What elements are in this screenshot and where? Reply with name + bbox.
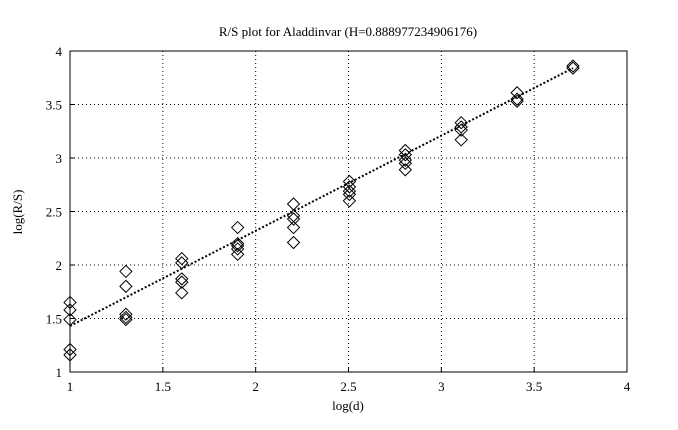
x-tick-label: 1.5: [155, 379, 171, 394]
diamond-marker: [63, 348, 77, 362]
diamond-marker: [63, 303, 77, 317]
x-tick-label: 3: [438, 379, 445, 394]
diamond-marker: [175, 256, 189, 270]
diamond-marker: [230, 242, 245, 256]
diamond-marker: [286, 220, 301, 235]
diamond-marker: [286, 209, 301, 223]
y-tick-label: 2: [56, 258, 63, 273]
diamond-marker: [566, 61, 580, 75]
diamond-marker: [286, 212, 301, 226]
y-tick-label: 1: [56, 365, 63, 380]
diamond-marker: [398, 156, 413, 171]
diamond-marker: [175, 251, 189, 266]
diamond-marker: [342, 194, 357, 208]
diamond-marker: [342, 184, 357, 198]
diamond-marker: [230, 247, 245, 262]
diamond-marker: [63, 342, 77, 357]
diamond-marker: [175, 275, 189, 289]
x-tick-label: 1: [67, 379, 74, 394]
diamond-marker: [454, 115, 468, 130]
diamond-marker: [63, 295, 77, 310]
y-tick-label: 2.5: [46, 205, 62, 220]
x-tick-label: 3.5: [526, 379, 542, 394]
y-tick-label: 4: [56, 44, 63, 59]
diamond-marker: [230, 220, 245, 235]
diamond-marker: [230, 239, 245, 253]
fit-line: [69, 67, 574, 327]
diamond-marker: [398, 143, 413, 158]
diamond-marker: [454, 133, 468, 147]
diamond-marker: [119, 264, 133, 279]
diamond-marker: [175, 272, 189, 286]
diamond-marker: [119, 307, 133, 321]
diamond-marker: [510, 86, 524, 100]
x-tick-label: 4: [624, 379, 631, 394]
diamond-marker: [398, 163, 413, 177]
diamond-marker: [510, 92, 524, 106]
diamond-marker: [119, 310, 133, 325]
diamond-marker: [398, 153, 413, 167]
y-tick-label: 3.5: [46, 98, 62, 113]
x-tick-label: 2.5: [340, 379, 356, 394]
diamond-marker: [119, 279, 133, 294]
diamond-marker: [342, 174, 357, 189]
y-axis-label: log(R/S): [10, 190, 25, 235]
diamond-marker: [342, 187, 357, 202]
diamond-marker: [286, 235, 301, 250]
x-tick-label: 2: [252, 379, 259, 394]
y-tick-label: 3: [56, 151, 63, 166]
diamond-marker: [454, 123, 468, 137]
diamond-marker: [119, 312, 133, 327]
diamond-marker: [175, 286, 189, 300]
y-tick-label: 1.5: [46, 312, 62, 327]
x-axis-label: log(d): [332, 398, 364, 413]
chart-title: R/S plot for Aladdinvar (H=0.88897723490…: [219, 24, 477, 39]
diamond-marker: [454, 120, 468, 134]
diamond-marker: [566, 59, 580, 73]
